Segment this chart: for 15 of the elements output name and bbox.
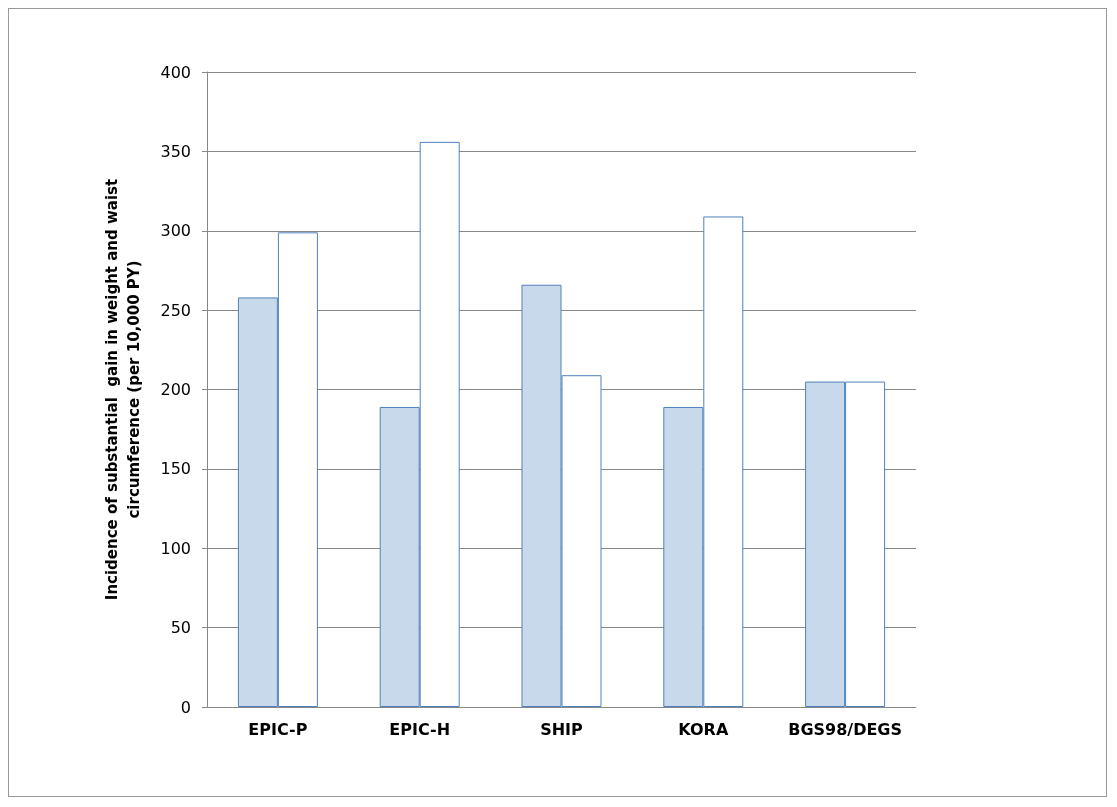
x-tick-label: EPIC-P	[248, 719, 308, 739]
y-tick-label: 350	[160, 141, 191, 161]
y-tick-label: 100	[160, 538, 191, 558]
y-tick-label: 300	[160, 221, 191, 241]
y-tick-label: 200	[160, 380, 191, 399]
x-tick-label: SHIP	[540, 719, 584, 739]
y-tick-label: 0	[180, 697, 191, 717]
y-tick-label: 150	[160, 459, 191, 479]
x-tick-label: KORA	[678, 719, 729, 739]
x-tick-label: EPIC-H	[389, 719, 451, 739]
y-axis-title: Incidence of substantial gain in weight and waist circumference (per 10,000 PY)	[103, 178, 143, 601]
y-tick-label: 50	[170, 618, 191, 638]
y-tick-label: 250	[160, 300, 191, 320]
y-tick-label: 400	[160, 62, 191, 82]
x-tick-label: BGS98/DEGS	[788, 719, 903, 739]
